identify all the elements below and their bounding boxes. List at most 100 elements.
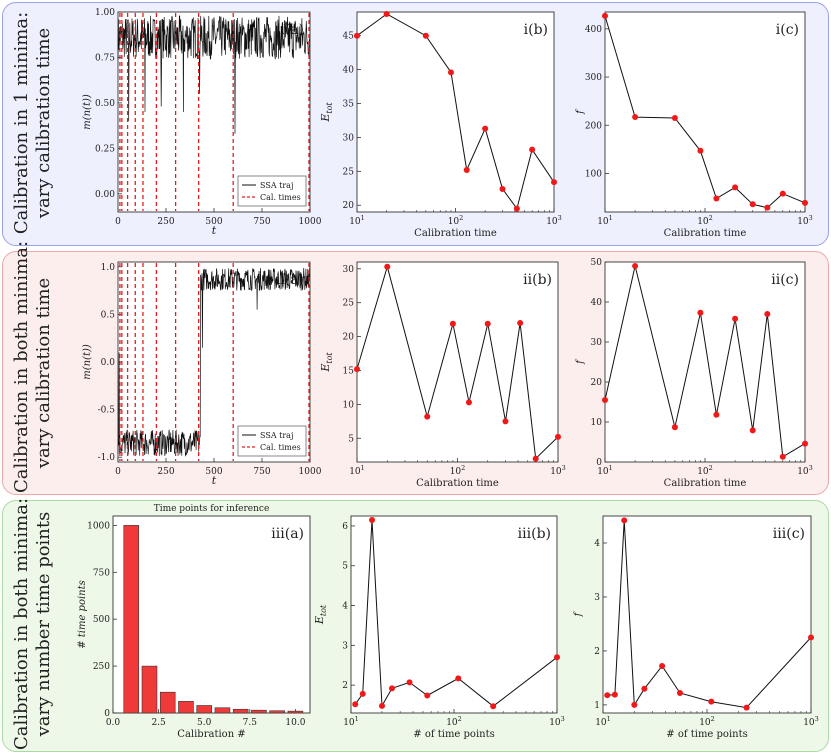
bar-iii-a: [232, 708, 249, 714]
plot-frame-ii-b: [356, 261, 559, 463]
x-axis-label-ii-b: Calibration time: [416, 478, 499, 489]
x-tick-label-ii-c: 103: [797, 464, 813, 477]
y-tick-label-i-c: 400: [585, 25, 602, 35]
x-tick-label-iii-c: 101: [595, 715, 611, 728]
x-axis-label-i-c: Calibration time: [664, 228, 747, 239]
data-point-iii-c: [641, 685, 648, 692]
data-point-ii-c: [764, 311, 771, 317]
y-tick-label-i-c: 200: [585, 121, 602, 131]
data-point-i-b: [354, 32, 360, 39]
y-axis-label-i-b: Etot: [319, 102, 334, 123]
data-point-i-c: [632, 114, 639, 121]
trajectory-group-ii-a: [117, 267, 310, 457]
bar-iii-a: [269, 710, 285, 714]
data-point-ii-c: [732, 315, 739, 322]
data-point-i-b: [463, 166, 470, 173]
data-point-i-c: [749, 201, 756, 208]
panel-label-ii-b: ii(b): [523, 272, 552, 288]
ssa-trajectory-line-ii-a: [117, 267, 310, 457]
x-tick-label-i-b: 103: [546, 214, 562, 227]
data-point-i-c: [779, 190, 786, 197]
bar-iii-a: [159, 691, 176, 714]
bar-iii-a: [123, 525, 140, 714]
y-tick-label-i-a: 0.50: [95, 99, 115, 109]
x-tick-label-iii-b: 103: [549, 715, 565, 728]
y-tick-label-i-b: 30: [343, 133, 355, 143]
x-tick-label-iii-b: 101: [343, 715, 359, 728]
data-point-ii-b: [384, 263, 391, 270]
y-tick-label-iii-a: 250: [93, 662, 110, 672]
series-line-ii-c: [604, 265, 806, 458]
data-point-i-c: [802, 199, 808, 206]
x-tick-label-i-c: 101: [597, 214, 613, 227]
y-tick-label-ii-c: 20: [591, 378, 603, 388]
panel-label-iii-b: iii(b): [518, 526, 551, 542]
data-point-i-c: [697, 147, 704, 154]
series-line-ii-b: [356, 264, 559, 460]
data-point-iii-b: [406, 679, 413, 686]
plot-frame-i-c: [604, 11, 806, 213]
data-point-iii-c: [676, 690, 683, 697]
x-tick-label-ii-a: 1000: [299, 467, 322, 477]
series-line-iii-b: [354, 519, 558, 708]
bar-iii-a: [196, 705, 212, 714]
x-tick-label-i-c: 102: [697, 214, 713, 227]
y-tick-label-ii-c: 10: [591, 418, 603, 428]
y-tick-label-i-b: 20: [343, 201, 355, 211]
data-point-ii-b: [449, 320, 456, 327]
x-tick-label-i-a: 1000: [299, 217, 322, 227]
ssa-trajectory-line-i-a: [117, 15, 310, 134]
x-tick-label-ii-a: 500: [205, 467, 222, 477]
legend-label-cal-ii-a: Cal. times: [260, 443, 301, 452]
data-point-iii-c: [631, 701, 638, 708]
chart-title-iii-a: Time points for inference: [154, 504, 270, 514]
data-point-ii-b: [555, 433, 561, 440]
x-tick-label-iii-a: 5.0: [197, 718, 212, 728]
y-tick-label-iii-c: 3: [594, 593, 600, 603]
data-point-i-c: [671, 115, 678, 122]
y-tick-label-ii-c: 0: [596, 458, 602, 468]
series-line-iii-c: [607, 520, 812, 709]
data-point-i-c: [713, 195, 720, 202]
bar-iii-a: [141, 665, 158, 714]
plot-frame-iii-b: [350, 515, 558, 714]
data-point-i-b: [499, 185, 506, 192]
y-axis-label-ii-c: f: [575, 358, 586, 365]
y-tick-label-i-b: 40: [343, 66, 355, 76]
panel-label-i-b: i(b): [524, 22, 548, 38]
data-point-ii-c: [671, 424, 678, 431]
panel-label-ii-c: ii(c): [771, 272, 799, 288]
x-axis-label-iii-c: # of time points: [666, 729, 747, 740]
x-axis-label-iii-b: # of time points: [413, 729, 494, 740]
panel-label-i-c: i(c): [776, 22, 799, 38]
y-tick-label-i-b: 25: [343, 167, 355, 177]
y-axis-label-iii-a: # time points: [77, 580, 88, 649]
y-tick-label-i-c: 300: [585, 73, 602, 83]
y-tick-label-ii-c: 30: [591, 338, 603, 348]
y-tick-label-ii-b: 20: [343, 333, 355, 343]
x-axis-label-i-a: t: [212, 224, 217, 237]
data-point-i-b: [529, 146, 536, 153]
data-point-iii-b: [352, 701, 359, 708]
x-tick-label-iii-c: 102: [699, 715, 715, 728]
y-tick-label-i-b: 35: [343, 100, 355, 110]
y-tick-label-iii-b: 6: [342, 522, 348, 532]
legend-label-ssa-i-a: SSA traj: [260, 181, 293, 190]
data-point-ii-c: [749, 427, 756, 434]
y-axis-label-ii-a: m(n(t)): [82, 344, 93, 380]
y-axis-label-i-a: m(n(t)): [82, 94, 93, 130]
y-tick-label-ii-c: 50: [591, 258, 603, 268]
data-point-i-c: [732, 184, 739, 191]
y-axis-label-i-c: f: [575, 108, 586, 115]
y-tick-label-i-a: 0.00: [95, 190, 115, 200]
x-axis-label-ii-c: Calibration time: [664, 478, 747, 489]
y-tick-label-i-a: 0.25: [95, 144, 115, 154]
x-tick-label-i-c: 103: [797, 214, 813, 227]
y-tick-label-ii-a: 0.5: [101, 310, 116, 320]
data-point-ii-b: [484, 320, 491, 327]
data-point-iii-c: [708, 698, 715, 705]
data-point-i-c: [602, 12, 608, 19]
data-point-iii-b: [388, 685, 395, 692]
data-point-ii-b: [502, 418, 509, 425]
y-tick-label-ii-c: 40: [591, 298, 603, 308]
